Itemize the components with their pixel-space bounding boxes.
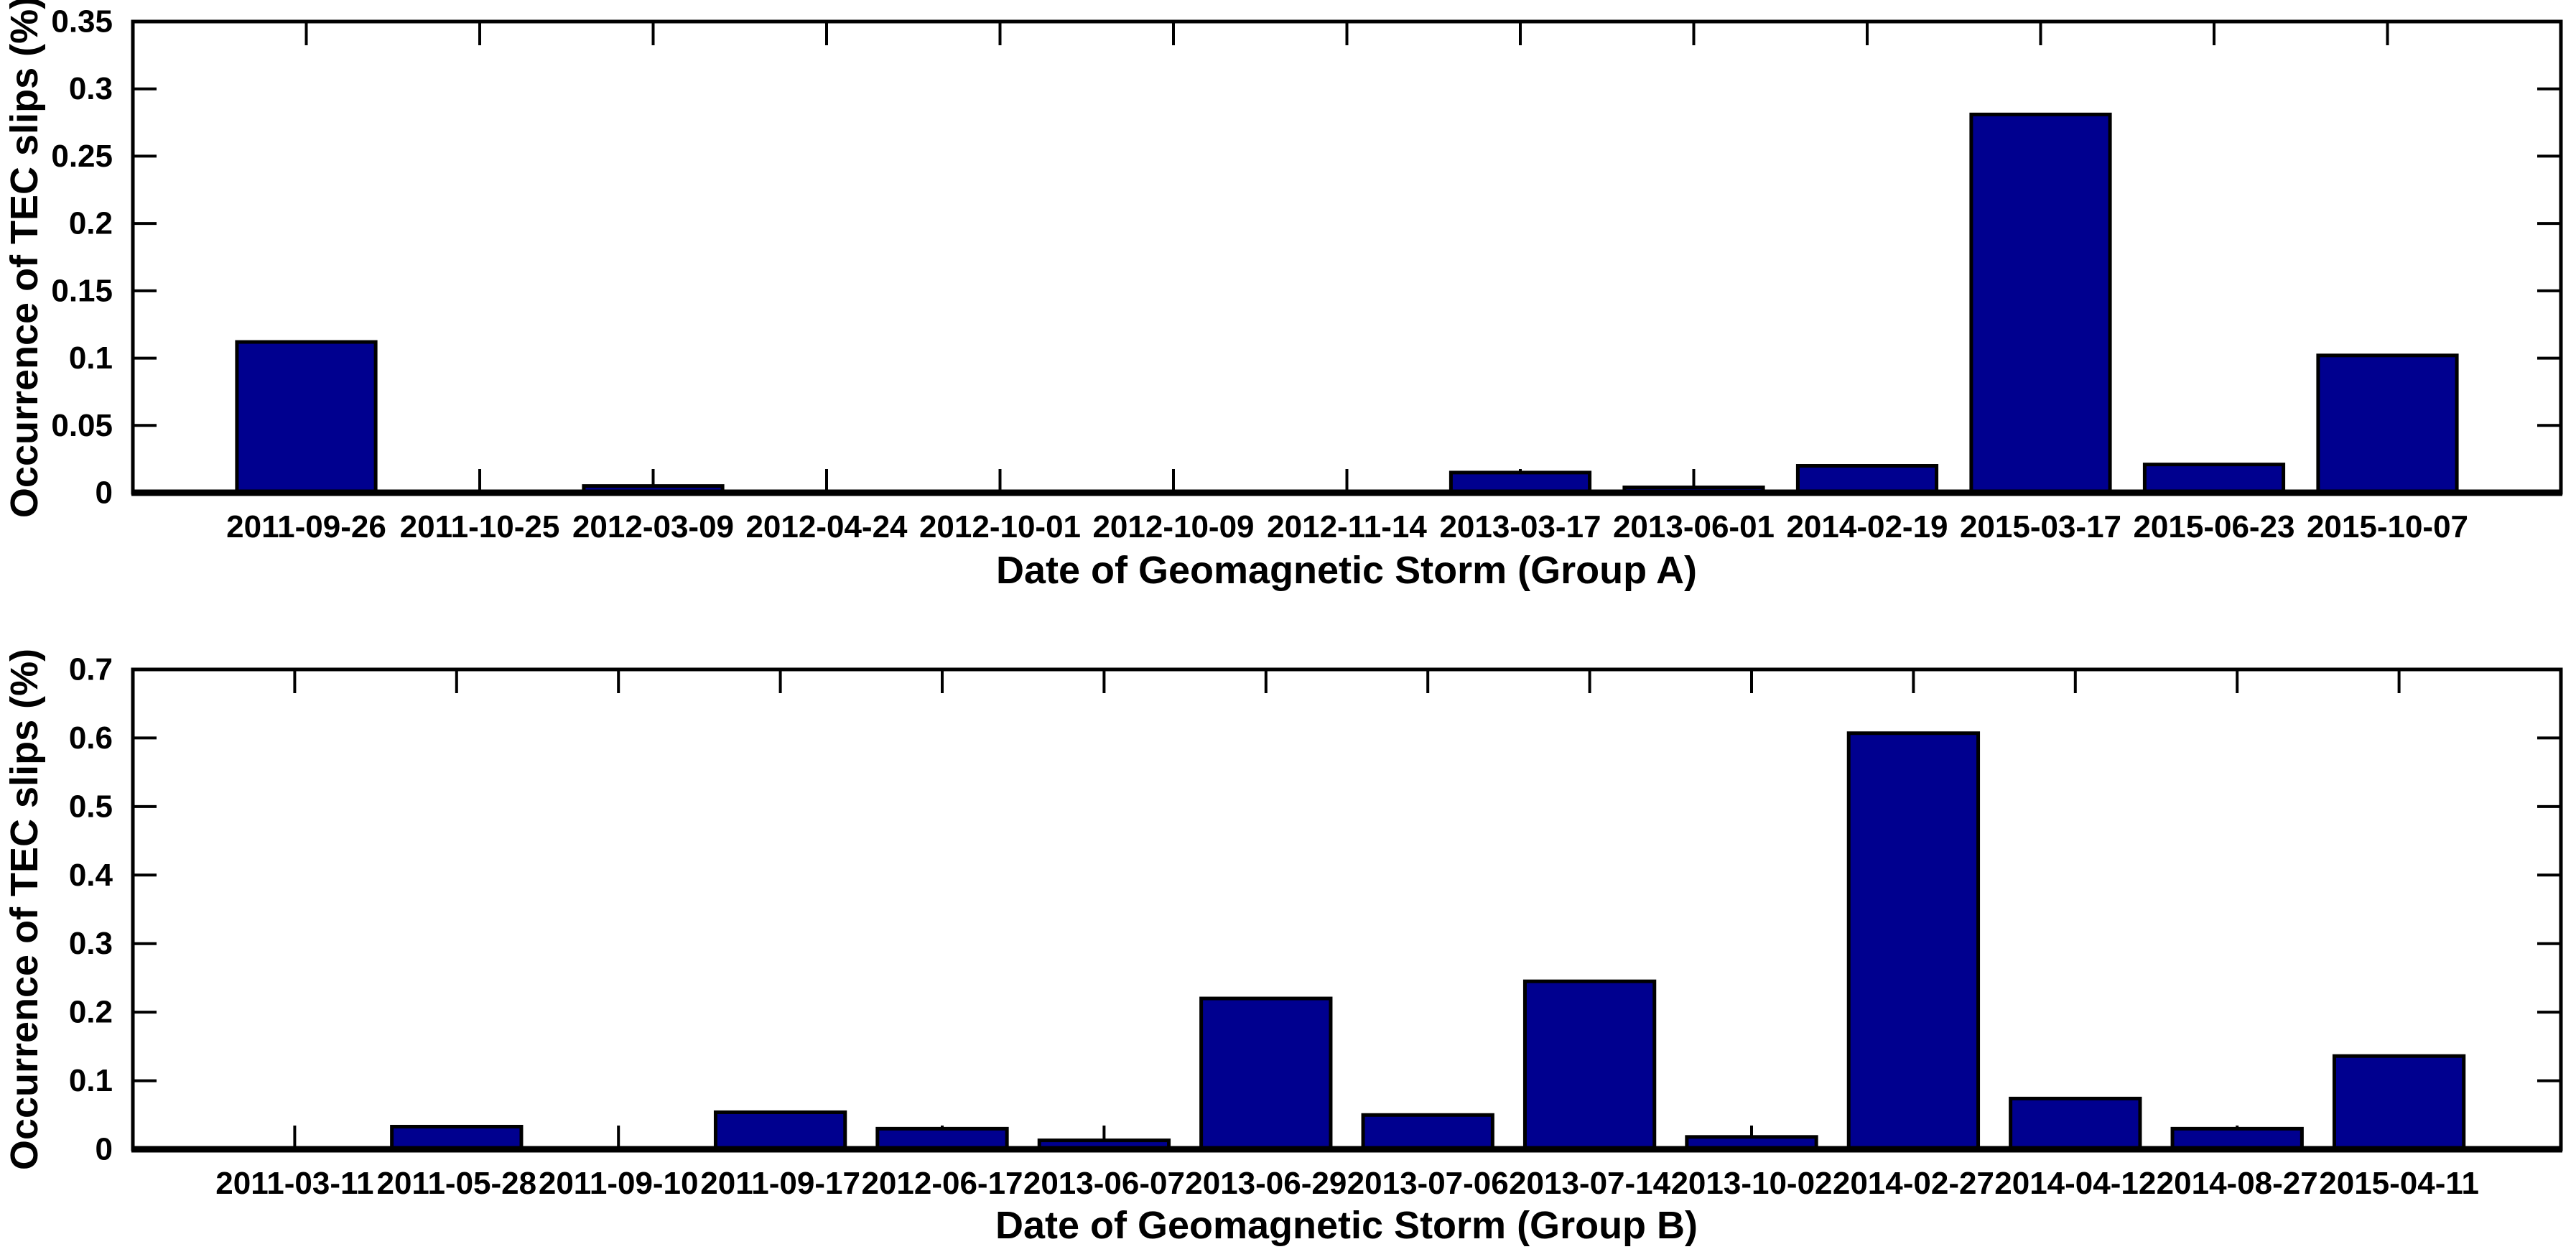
x-category-label: 2011-10-25	[400, 509, 560, 544]
x-category-label: 2015-03-17	[1960, 509, 2121, 544]
y-tick-label: 0	[96, 1132, 113, 1167]
x-category-label: 2012-11-14	[1267, 509, 1427, 544]
y-tick-label: 0.5	[69, 789, 113, 824]
x-category-label: 2013-06-29	[1185, 1166, 1347, 1201]
bar	[1969, 112, 2112, 495]
x-axis-label-group-a: Date of Geomagnetic Storm (Group A)	[996, 549, 1697, 592]
y-tick-label: 0.15	[51, 273, 113, 308]
x-category-label: 2014-02-27	[1833, 1166, 1994, 1201]
bar	[1522, 979, 1657, 1151]
x-category-label: 2015-06-23	[2133, 509, 2294, 544]
bar	[1361, 1113, 1494, 1151]
x-category-label: 2011-03-11	[215, 1166, 373, 1201]
x-category-label: 2012-10-01	[919, 509, 1081, 544]
bar	[2332, 1054, 2466, 1151]
bar	[1199, 996, 1333, 1151]
x-axis-label-group-b: Date of Geomagnetic Storm (Group B)	[995, 1204, 1698, 1247]
bar	[1795, 464, 1939, 495]
y-tick-label: 0.2	[69, 206, 113, 241]
bar	[2316, 353, 2459, 495]
y-tick-label: 0.1	[69, 340, 113, 376]
x-category-label: 2014-02-19	[1786, 509, 1948, 544]
y-tick-label: 0.6	[69, 720, 113, 756]
x-category-label: 2013-07-14	[1509, 1166, 1671, 1201]
bar	[390, 1125, 524, 1151]
y-tick-label: 0.2	[69, 995, 113, 1030]
bar	[2142, 463, 2286, 495]
x-category-label: 2011-09-10	[539, 1166, 699, 1201]
bar	[1846, 731, 1981, 1151]
x-category-label: 2012-10-09	[1092, 509, 1254, 544]
y-tick-label: 0.4	[69, 858, 113, 893]
plot-box	[131, 667, 2563, 1151]
y-tick-label: 0.25	[51, 139, 113, 174]
x-category-label: 2015-04-11	[2319, 1166, 2479, 1201]
bar	[2170, 1126, 2304, 1151]
x-category-label: 2013-06-07	[1023, 1166, 1185, 1201]
x-category-label: 2011-09-17	[700, 1166, 860, 1201]
x-category-label: 2011-05-28	[376, 1166, 536, 1201]
x-category-label: 2013-07-06	[1347, 1166, 1509, 1201]
panel-group-b: 0 0.1 0.2 0.3 0.4 0.5 0.6 0.7 2011-03-11 2011-05-…	[69, 652, 2563, 1201]
x-category-label: 2013-03-17	[1439, 509, 1601, 544]
x-category-label: 2012-03-09	[572, 509, 734, 544]
y-tick-label: 0.3	[69, 926, 113, 961]
bar	[875, 1126, 1009, 1151]
y-tick-label: 0.35	[51, 4, 113, 40]
y-tick-label: 0.3	[69, 71, 113, 106]
y-tick-label: 0	[96, 476, 113, 511]
bar	[2009, 1096, 2142, 1151]
y-axis-label-group-b: Occurrence of TEC slips (%)	[3, 649, 46, 1170]
x-category-label: 2015-10-07	[2307, 509, 2468, 544]
x-category-label: 2013-06-01	[1613, 509, 1775, 544]
y-tick-label: 0.05	[51, 408, 113, 443]
x-category-label: 2014-04-12	[1994, 1166, 2156, 1201]
y-axis-label-group-a: Occurrence of TEC slips (%)	[3, 0, 46, 518]
x-category-label: 2012-04-24	[745, 509, 908, 544]
x-category-label: 2011-09-26	[226, 509, 386, 544]
bar	[713, 1110, 847, 1151]
x-category-label: 2013-10-02	[1670, 1166, 1832, 1201]
bar	[1449, 470, 1592, 495]
plot-box	[131, 19, 2563, 495]
panel-group-a: 0 0.05 0.1 0.15 0.2 0.25 0.3 0.35 2011-09-26 2011…	[51, 4, 2563, 544]
bar	[235, 340, 378, 495]
y-tick-label: 0.7	[69, 652, 113, 687]
x-category-label: 2012-06-17	[861, 1166, 1023, 1201]
x-category-label: 2014-08-27	[2157, 1166, 2318, 1201]
y-tick-label: 0.1	[69, 1063, 113, 1098]
